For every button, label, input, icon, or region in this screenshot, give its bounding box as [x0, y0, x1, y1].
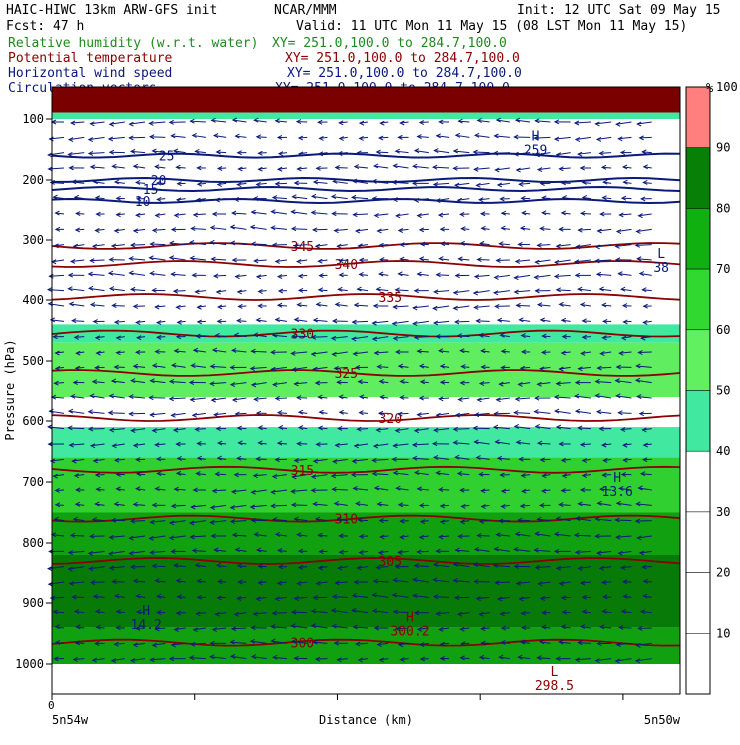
y-tick-label: 1000 — [15, 657, 44, 671]
colorbar-swatch — [686, 573, 710, 634]
wind-vector — [131, 521, 145, 522]
rh-band — [52, 87, 680, 113]
y-tick-label: 600 — [22, 414, 44, 428]
colorbar-swatch — [686, 512, 710, 573]
colorbar-swatch — [686, 633, 710, 694]
wind-vector — [636, 245, 652, 246]
x-left-location-label: 5n54w — [52, 713, 89, 727]
colorbar-tick-label: 50 — [716, 384, 730, 398]
legend-rh-xy: XY= 251.0,100.0 to 284.7,100.0 — [272, 36, 507, 51]
wind-vector — [454, 429, 470, 430]
rh-band — [52, 664, 680, 694]
wind-vector — [292, 336, 307, 337]
colorbar-swatch — [686, 87, 710, 148]
extremum-value: 13.6 — [602, 485, 633, 500]
title-text: HAIC-HIWC 13km ARW-GFS init — [6, 3, 217, 18]
colorbar-tick-label: 90 — [716, 141, 730, 155]
y-axis-label: Pressure (hPa) — [3, 339, 17, 440]
legend-theta-xy: XY= 251.0,100.0 to 284.7,100.0 — [285, 51, 520, 66]
wind-vector — [150, 244, 165, 245]
wind-vector — [129, 413, 145, 414]
theta-contour-label: 325 — [335, 367, 358, 382]
x-axis — [52, 694, 680, 700]
rh-band — [52, 513, 680, 556]
theta-contour-label: 345 — [291, 240, 314, 255]
wind-vector — [494, 153, 510, 154]
extremum-value: 300.2 — [390, 624, 429, 639]
colorbar-swatch — [686, 451, 710, 512]
theta-contour-label: 335 — [379, 291, 402, 306]
wind-vector — [474, 428, 490, 429]
y-tick-label: 100 — [22, 112, 44, 126]
x-right-location-label: 5n50w — [644, 713, 681, 727]
wind-vector — [292, 612, 307, 613]
y-tick-label: 300 — [22, 233, 44, 247]
extremum-letter: L — [550, 665, 558, 680]
wind-vector — [109, 413, 125, 414]
extremum-value: 14.2 — [131, 618, 162, 633]
extremum-letter: H — [532, 129, 540, 144]
wind-vector — [434, 597, 449, 598]
init-text: Init: 12 UTC Sat 09 May 15 — [517, 3, 721, 18]
org-text: NCAR/MMM — [274, 3, 337, 18]
wind-vector — [129, 137, 145, 138]
colorbar: 10 20 30 40 50 60 70 80 90 100 — [686, 80, 738, 694]
colorbar-tick-label: 80 — [716, 201, 730, 215]
colorbar-tick-label: 100 — [716, 80, 738, 94]
colorbar-tick-label: 30 — [716, 505, 730, 519]
legend-theta-label: Potential temperature — [8, 51, 173, 66]
colorbar-swatch — [686, 391, 710, 452]
extremum-letter: H — [613, 471, 621, 486]
fcst-text: Fcst: 47 h — [6, 19, 84, 34]
theta-contour-label: 300 — [291, 637, 314, 652]
valid-text: Valid: 11 UTC Mon 11 May 15 (08 LST Mon … — [296, 19, 687, 34]
extremum-value: 38 — [653, 261, 669, 276]
colorbar-tick-label: 40 — [716, 444, 730, 458]
colorbar-swatch — [686, 330, 710, 391]
rh-band — [52, 324, 680, 342]
legend-wind-label: Horizontal wind speed — [8, 66, 172, 81]
colorbar-tick-label: 60 — [716, 323, 730, 337]
colorbar-swatch — [686, 269, 710, 330]
wind-vector — [271, 505, 287, 506]
extremum-letter: H — [142, 604, 150, 619]
y-tick-label: 200 — [22, 173, 44, 187]
rh-band — [52, 343, 680, 397]
extremum-value: 298.5 — [535, 679, 574, 694]
colorbar-swatch — [686, 148, 710, 209]
wind-vector — [292, 229, 307, 230]
y-tick-label: 400 — [22, 293, 44, 307]
x-axis-label: Distance (km) — [319, 713, 413, 727]
x-start-tick-label: 0 — [48, 699, 55, 712]
rh-band — [52, 427, 680, 458]
rh-band — [52, 113, 680, 119]
wind-vector — [312, 337, 328, 338]
wind-vector — [150, 137, 165, 138]
extremum-letter: L — [657, 247, 665, 262]
y-tick-label: 800 — [22, 536, 44, 550]
colorbar-tick-label: 10 — [716, 626, 730, 640]
wind-vector — [474, 152, 490, 153]
legend-rh-label: Relative humidity (w.r.t. water) — [8, 36, 258, 51]
colorbar-tick-label: 20 — [716, 566, 730, 580]
colorbar-unit: % — [706, 81, 714, 95]
y-tick-label: 900 — [22, 596, 44, 610]
wind-vector — [273, 613, 287, 614]
colorbar-swatch — [686, 208, 710, 269]
wind-contour-label: 10 — [135, 195, 151, 210]
wind-vector — [616, 520, 632, 521]
wind-vector — [292, 505, 307, 506]
y-tick-label: 700 — [22, 475, 44, 489]
y-axis: 100 200 300 400 500 600 700 800 900 1000 — [15, 112, 52, 671]
legend-wind-xy: XY= 251.0,100.0 to 284.7,100.0 — [287, 66, 522, 81]
extremum-letter: H — [406, 610, 414, 625]
colorbar-tick-label: 70 — [716, 262, 730, 276]
y-tick-label: 500 — [22, 354, 44, 368]
extremum-value: 259 — [524, 143, 547, 158]
